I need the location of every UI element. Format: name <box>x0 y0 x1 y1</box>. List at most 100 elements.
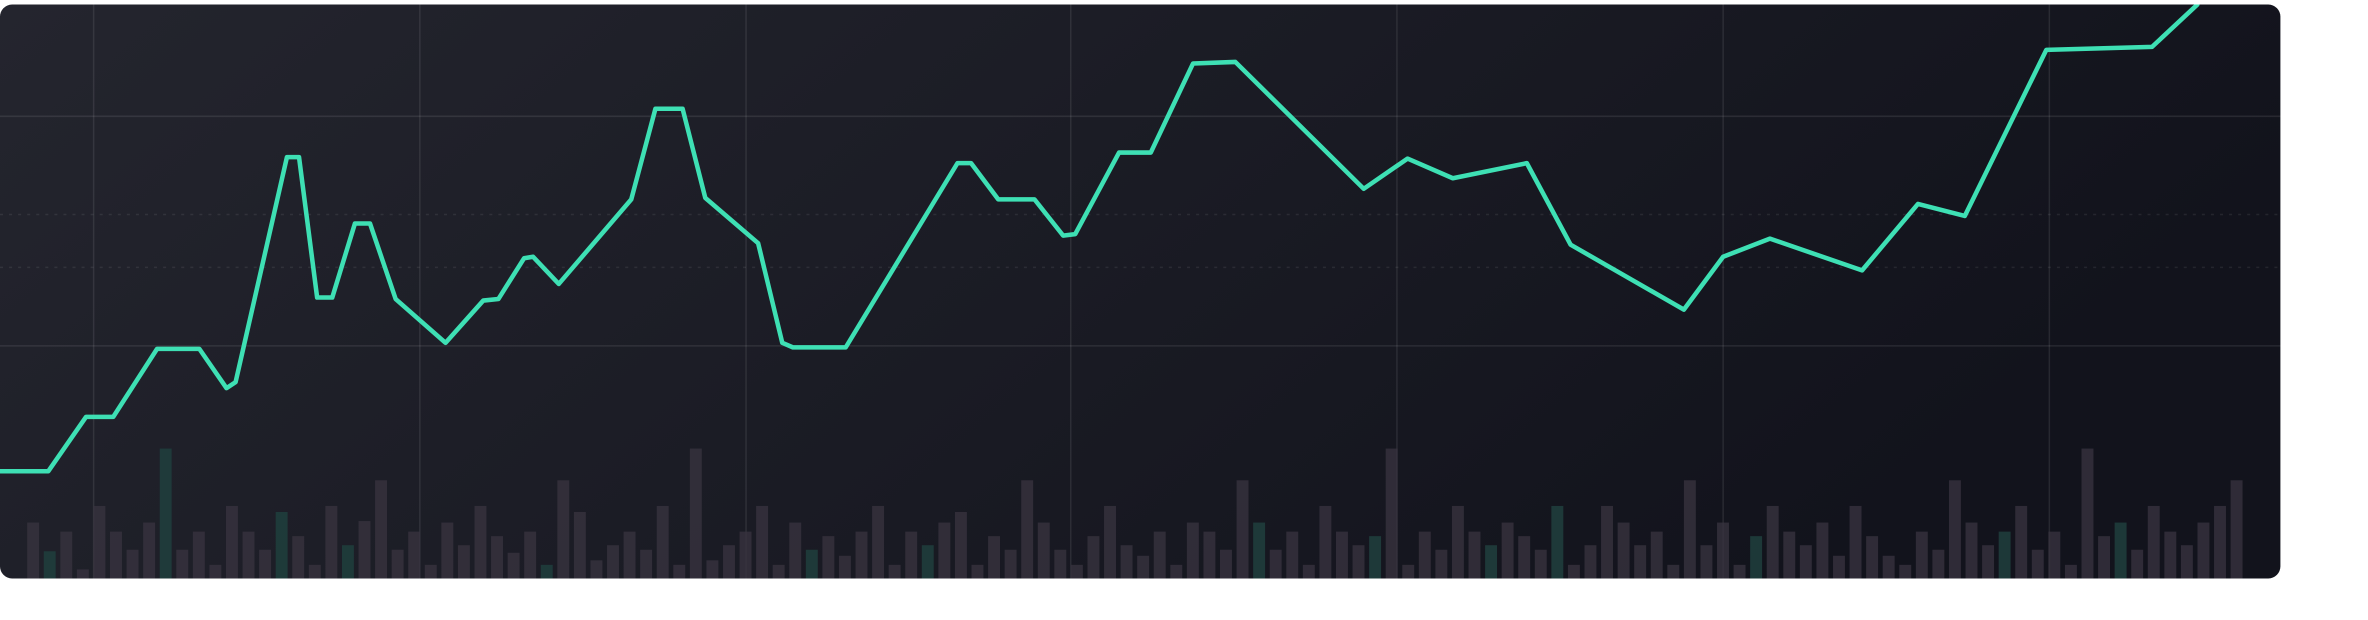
volume-bar <box>789 522 802 579</box>
volume-bar <box>2230 480 2243 579</box>
volume-bar <box>1799 545 1812 579</box>
volume-bar <box>888 564 901 579</box>
volume-bar <box>2048 531 2061 579</box>
volume-bar <box>1004 549 1017 579</box>
volume-bar <box>209 564 222 579</box>
volume-bar <box>225 505 238 579</box>
volume-bar <box>2114 522 2127 579</box>
volume-bar <box>1849 505 1862 579</box>
volume-bar <box>772 564 785 579</box>
volume-bar <box>706 560 719 579</box>
volume-bar <box>1253 522 1266 579</box>
volume-bar <box>756 505 769 579</box>
volume-bar <box>1104 505 1116 579</box>
volume-bar <box>855 531 868 579</box>
volume-bar <box>1186 522 1199 579</box>
volume-bar <box>308 564 321 579</box>
volume-bar <box>723 545 735 579</box>
volume-bar <box>921 545 934 579</box>
volume-bar <box>2180 545 2193 579</box>
volume-bar <box>159 448 172 579</box>
volume-bar <box>1783 531 1796 579</box>
volume-bar <box>524 531 537 579</box>
volume-bar <box>1220 549 1232 579</box>
volume-bar <box>2064 564 2077 579</box>
volume-bar <box>110 531 122 579</box>
volume-bar <box>1683 480 1696 579</box>
volume-bar <box>938 522 951 579</box>
volume-bar <box>689 448 702 579</box>
volume-bar <box>2197 522 2210 579</box>
volume-bar <box>474 505 487 579</box>
volume-bar <box>1435 549 1448 579</box>
volume-bar <box>126 549 139 579</box>
volume-bar <box>1501 522 1514 579</box>
volume-bar <box>954 511 967 579</box>
volume-bar <box>623 531 636 579</box>
volume-bar <box>1021 480 1034 579</box>
volume-bar <box>242 531 255 579</box>
volume-bar <box>1518 536 1531 579</box>
volume-bar <box>1882 555 1895 579</box>
volume-bar <box>358 521 371 579</box>
volume-bar <box>607 545 619 579</box>
volume-bar <box>2098 536 2111 579</box>
volume-bar <box>76 569 89 579</box>
volume-bar <box>1534 549 1547 579</box>
volume-bar <box>988 536 1001 579</box>
volume-bar <box>1634 545 1647 579</box>
volume-bar <box>1866 536 1879 579</box>
volume-bar <box>275 511 288 579</box>
volume-bar <box>1650 531 1663 579</box>
plot-area <box>0 4 2281 579</box>
volume-bar <box>1982 545 1995 579</box>
volume-bar <box>971 564 984 579</box>
volume-bar <box>375 480 388 579</box>
volume-bar <box>1766 505 1779 579</box>
volume-bar <box>2031 549 2044 579</box>
volume-bar <box>2214 505 2226 579</box>
volume-bar <box>1070 564 1083 579</box>
volume-bar <box>905 531 918 579</box>
volume-bar <box>1750 536 1763 579</box>
volume-bar <box>590 560 603 579</box>
volume-bar <box>1236 480 1249 579</box>
volume-bar <box>408 531 421 579</box>
volume-bar <box>1137 555 1150 579</box>
volume-bar <box>1833 555 1845 579</box>
volume-bar <box>673 564 686 579</box>
volume-bar <box>424 564 437 579</box>
volume-bar <box>143 522 156 579</box>
volume-bar <box>1485 545 1498 579</box>
volume-bar <box>656 505 669 579</box>
volume-bar <box>1170 564 1183 579</box>
volume-bar <box>1899 564 1912 579</box>
volume-bar <box>1418 531 1431 579</box>
volume-bar <box>1733 564 1746 579</box>
volume-bar <box>507 552 520 579</box>
volume-bar <box>2131 549 2144 579</box>
volume-bar <box>2081 448 2094 579</box>
volume-bar <box>1667 564 1680 579</box>
volume-bar <box>441 522 454 579</box>
price-line <box>0 4 2200 474</box>
volume-bar <box>93 505 106 579</box>
volume-bar <box>1269 549 1282 579</box>
volume-bar <box>1468 531 1481 579</box>
volume-bar <box>1451 505 1464 579</box>
volume-bar <box>1402 564 1415 579</box>
volume-bar <box>1551 505 1564 579</box>
volume-bar <box>341 545 354 579</box>
volume-bar <box>540 564 553 579</box>
volume-bar <box>1948 480 1961 579</box>
volume-bar <box>1617 522 1630 579</box>
volume-bar <box>2147 505 2160 579</box>
panel <box>0 4 2281 579</box>
volume-bar <box>1203 531 1216 579</box>
volume-bar <box>1302 564 1315 579</box>
volume-bar <box>491 536 503 579</box>
volume-bar <box>1286 531 1299 579</box>
volume-bar <box>1998 531 2011 579</box>
volume-bar <box>1319 505 1332 579</box>
volume-bar <box>838 555 851 579</box>
